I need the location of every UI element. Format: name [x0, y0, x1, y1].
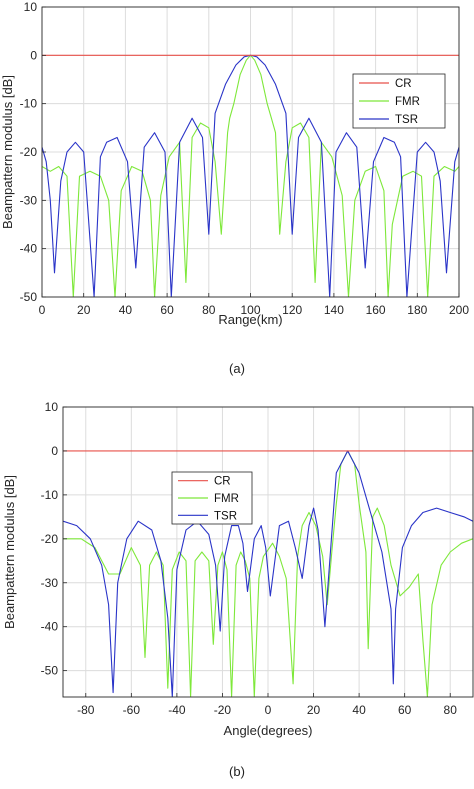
- x-axis-label: Range(km): [218, 312, 282, 327]
- y-tick-label: -40: [41, 620, 59, 634]
- figure-caption: (a): [229, 361, 245, 376]
- legend: CR FMR TSR: [352, 73, 446, 129]
- x-tick-label: 80: [444, 703, 458, 717]
- x-tick-label: -80: [77, 703, 95, 717]
- y-tick-label: -30: [41, 576, 59, 590]
- y-tick-label: -50: [20, 290, 38, 304]
- series-line-fmr: [63, 450, 473, 697]
- x-tick-label: -20: [214, 703, 232, 717]
- legend-label-tsr: TSR: [214, 510, 237, 522]
- x-tick-label: 0: [265, 703, 272, 717]
- legend-label-cr: CR: [395, 78, 412, 90]
- y-tick-label: -40: [20, 242, 38, 256]
- legend-label-fmr: FMR: [214, 493, 239, 505]
- x-axis-label: Angle(degrees): [224, 723, 313, 738]
- y-axis-label: Beampattern modulus [dB]: [2, 475, 17, 629]
- x-tick-label: 0: [39, 303, 46, 317]
- x-tick-label: 180: [407, 303, 427, 317]
- y-axis-label: Beampattern modulus [dB]: [0, 75, 15, 229]
- y-tick-label: -50: [41, 664, 59, 678]
- legend-label-tsr: TSR: [395, 114, 418, 126]
- y-tick-label: 0: [30, 48, 37, 62]
- x-tick-label: -40: [168, 703, 186, 717]
- x-tick-label: 20: [77, 303, 91, 317]
- series-line-tsr: [63, 450, 473, 697]
- figure-caption: (b): [229, 764, 245, 779]
- x-tick-label: 60: [160, 303, 174, 317]
- x-tick-label: 100: [240, 303, 260, 317]
- x-tick-label: 40: [352, 703, 366, 717]
- y-tick-label: 10: [24, 0, 38, 14]
- y-tick-label: -20: [20, 145, 38, 159]
- data-layer: [63, 450, 473, 697]
- chart-panel-b: -80 -60 -40 -20 0 20 40 60 80100-10-20-30-40-50A…: [2, 400, 474, 779]
- legend-label-fmr: FMR: [395, 96, 420, 108]
- y-tick-label: -20: [41, 532, 59, 546]
- x-tick-label: 200: [449, 303, 469, 317]
- series-line-tsr: [42, 54, 459, 297]
- x-tick-label: 160: [366, 303, 386, 317]
- x-tick-label: 40: [119, 303, 133, 317]
- y-tick-label: -10: [20, 97, 38, 111]
- y-tick-label: -30: [20, 193, 38, 207]
- data-layer: [42, 54, 459, 297]
- x-tick-label: 80: [202, 303, 216, 317]
- x-tick-label: 20: [307, 703, 321, 717]
- x-tick-label: 140: [324, 303, 344, 317]
- y-tick-label: -10: [41, 488, 59, 502]
- x-tick-label: -60: [123, 703, 141, 717]
- y-tick-label: 10: [45, 400, 59, 414]
- chart-panel-a: 0 20 40 60 80 100 120 140 160 180 200100-10-20-30-…: [0, 0, 469, 376]
- x-tick-label: 120: [282, 303, 302, 317]
- y-tick-label: 0: [51, 444, 58, 458]
- x-tick-label: 60: [398, 703, 412, 717]
- legend: CR FMR TSR: [171, 471, 253, 525]
- legend-label-cr: CR: [214, 476, 231, 488]
